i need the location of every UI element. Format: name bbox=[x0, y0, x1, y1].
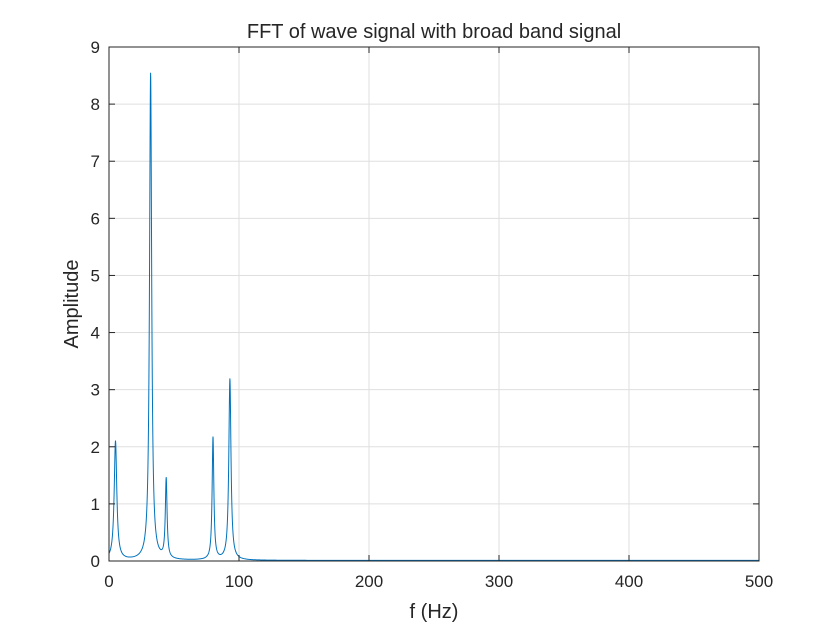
y-tick-label: 9 bbox=[91, 38, 100, 57]
y-tick-label: 5 bbox=[91, 266, 100, 285]
x-tick-label: 0 bbox=[104, 572, 113, 591]
chart-title: FFT of wave signal with broad band signa… bbox=[247, 21, 621, 43]
x-tick-label: 400 bbox=[615, 572, 643, 591]
x-tick-label: 200 bbox=[355, 572, 383, 591]
y-axis-label: Amplitude bbox=[61, 260, 83, 349]
axes-box bbox=[108, 46, 760, 562]
y-tick-label: 8 bbox=[91, 95, 100, 114]
x-tick-label: 300 bbox=[485, 572, 513, 591]
y-tick-label: 4 bbox=[91, 324, 100, 343]
plot-area bbox=[109, 47, 759, 561]
grid bbox=[109, 47, 759, 561]
y-tick-label: 1 bbox=[91, 495, 100, 514]
y-tick-label: 2 bbox=[91, 438, 100, 457]
series-line bbox=[108, 72, 759, 561]
y-tick-label: 6 bbox=[91, 209, 100, 228]
x-tick-label: 100 bbox=[225, 572, 253, 591]
y-tick-label: 7 bbox=[91, 152, 100, 171]
y-tick-label: 0 bbox=[91, 552, 100, 571]
ticks: 0 100 200 300 400 500 0 1 2 3 4 5 6 7 8 9 bbox=[91, 38, 774, 591]
x-axis-label: f (Hz) bbox=[410, 601, 459, 623]
y-tick-label: 3 bbox=[91, 381, 100, 400]
x-tick-label: 500 bbox=[745, 572, 773, 591]
